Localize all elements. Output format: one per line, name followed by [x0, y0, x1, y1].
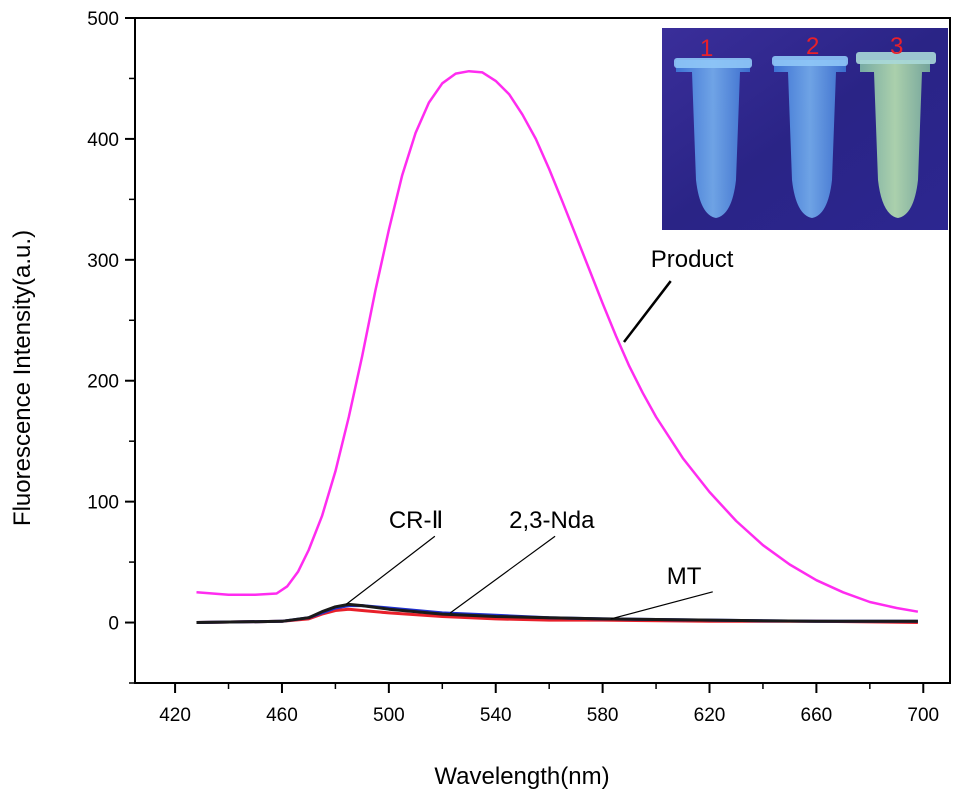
annotation-leader-line: [623, 280, 672, 343]
y-axis-label: Fluorescence Intensity(a.u.): [9, 230, 36, 526]
series-layer: [196, 69, 919, 624]
plot-frame: [134, 17, 951, 684]
x-tick-label: 420: [159, 705, 191, 726]
tube-label-2: 2: [806, 33, 819, 60]
x-tick-label: 580: [587, 705, 619, 726]
x-tick-label: 460: [266, 705, 298, 726]
annotation-leader-line: [610, 591, 713, 620]
tube-3: [856, 52, 936, 218]
series-line-cr: [196, 602, 918, 624]
tube-2: [772, 56, 848, 218]
tube-label-3: 3: [890, 33, 903, 60]
annotation-label: 2,3-Nda: [509, 507, 595, 534]
inset-photo: 1 2 3: [662, 28, 948, 230]
y-tick-label: 400: [87, 130, 119, 151]
x-tick-label: 500: [373, 705, 405, 726]
x-tick-label: 540: [480, 705, 512, 726]
annotation-label: Product: [651, 246, 734, 273]
y-tick-label: 500: [87, 9, 119, 30]
y-tick-label: 200: [87, 372, 119, 393]
axes-layer: 420 460 500 540 580 620 660 700 0 100 200 300 400 500: [87, 9, 951, 726]
x-tick-label: 620: [694, 705, 726, 726]
x-tick-label: 700: [907, 705, 939, 726]
x-axis-label: Wavelength(nm): [434, 763, 609, 790]
annotations-layer: Product CR-Ⅱ 2,3-Nda MT: [345, 246, 734, 620]
y-tick-label: 0: [108, 614, 119, 635]
tube-1: [674, 58, 752, 218]
annotation-label: MT: [667, 563, 702, 590]
series-line-product: [196, 69, 919, 613]
annotation-label: CR-Ⅱ: [389, 507, 443, 534]
y-tick-label: 300: [87, 251, 119, 272]
x-tick-label: 660: [801, 705, 833, 726]
tube-label-1: 1: [700, 35, 713, 62]
annotation-leader-line: [449, 535, 556, 614]
annotation-leader-line: [345, 535, 436, 605]
y-tick-label: 100: [87, 493, 119, 514]
